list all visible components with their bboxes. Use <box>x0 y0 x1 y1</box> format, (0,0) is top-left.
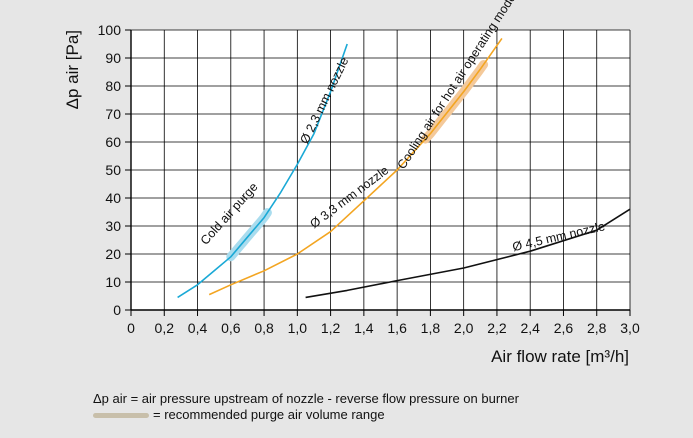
tick-labels: 0 0,2 0,4 0,6 0,8 1,0 1,2 1,4 1,6 1,8 2,0 2,2 2,4 2,6… <box>98 22 640 336</box>
y-tick-label: 80 <box>105 78 121 94</box>
x-tick-label: 1,6 <box>387 320 407 336</box>
x-tick-label: 2,8 <box>587 320 607 336</box>
y-tick-label: 10 <box>105 274 121 290</box>
y-tick-label: 90 <box>105 50 121 66</box>
purge-range-swatch <box>93 413 149 419</box>
x-tick-label: 2,4 <box>520 320 540 336</box>
x-tick-label: 1,0 <box>288 320 308 336</box>
y-tick-label: 100 <box>98 22 122 38</box>
footnote-legend: = recommended purge air volume range <box>93 407 385 422</box>
y-tick-label: 20 <box>105 246 121 262</box>
footnote-legend-text: = recommended purge air volume range <box>153 407 385 422</box>
x-tick-label: 0,6 <box>221 320 241 336</box>
x-tick-label: 2,2 <box>487 320 507 336</box>
y-axis-label: Δp air [Pa] <box>63 30 82 109</box>
x-tick-label: 0,8 <box>254 320 274 336</box>
y-tick-label: 0 <box>113 302 121 318</box>
y-tick-label: 70 <box>105 106 121 122</box>
x-tick-label: 2,0 <box>454 320 474 336</box>
series-line-4-5-mm-nozzle <box>305 208 631 299</box>
y-tick-label: 50 <box>105 162 121 178</box>
y-tick-label: 60 <box>105 134 121 150</box>
grid <box>130 29 631 311</box>
x-axis-label: Air flow rate [m³/h] <box>491 347 629 366</box>
x-tick-label: 1,2 <box>321 320 341 336</box>
x-tick-label: 1,8 <box>421 320 441 336</box>
series-line-2-3-mm-nozzle <box>177 43 348 299</box>
series-lines <box>177 37 631 299</box>
y-tick-label: 30 <box>105 218 121 234</box>
x-tick-label: 3,0 <box>620 320 640 336</box>
axes <box>125 29 631 316</box>
x-tick-label: 0,2 <box>155 320 175 336</box>
series-line-3-3-mm-nozzle <box>208 37 503 296</box>
x-tick-label: 2,6 <box>554 320 574 336</box>
footnote-definition: Δp air = air pressure upstream of nozzle… <box>93 391 519 406</box>
x-tick-label: 0 <box>127 320 135 336</box>
x-tick-label: 0,4 <box>188 320 208 336</box>
y-tick-label: 40 <box>105 190 121 206</box>
x-tick-label: 1,4 <box>354 320 374 336</box>
